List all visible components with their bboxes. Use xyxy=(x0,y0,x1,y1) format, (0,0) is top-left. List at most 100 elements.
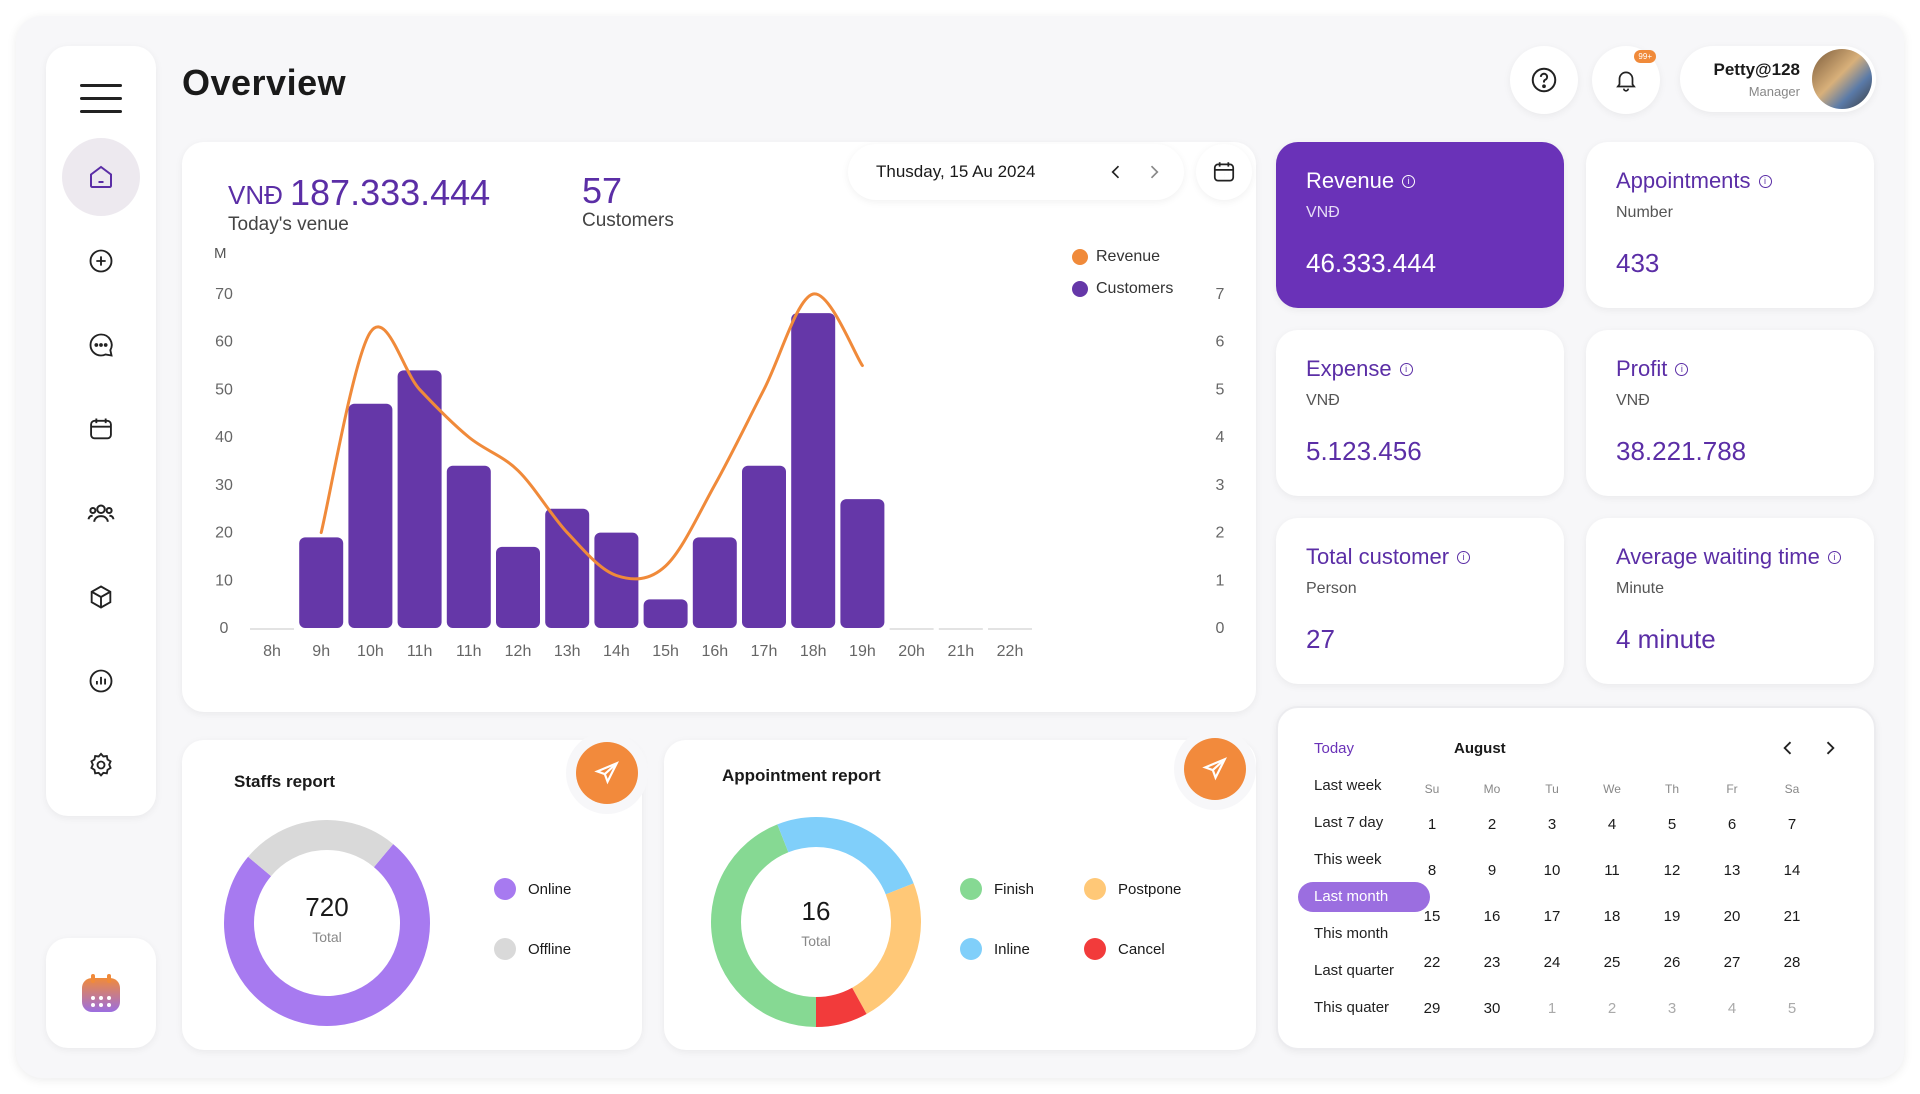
calendar-day[interactable]: 30 xyxy=(1483,1000,1501,1017)
stat-card-profit[interactable]: Profit i VNĐ 38.221.788 xyxy=(1586,330,1874,496)
help-button[interactable] xyxy=(1510,46,1578,114)
calendar-day[interactable]: 3 xyxy=(1667,1000,1677,1017)
legend-customers: Customers xyxy=(1072,280,1173,298)
sidebar-item-chat[interactable] xyxy=(62,306,140,384)
sidebar-item-reports[interactable] xyxy=(62,642,140,720)
box-icon xyxy=(90,585,112,609)
app-logo-button[interactable] xyxy=(46,938,156,1048)
stat-card-expense[interactable]: Expense i VNĐ 5.123.456 xyxy=(1276,330,1564,496)
calendar-day[interactable]: 23 xyxy=(1483,954,1501,971)
stat-card-revenue[interactable]: Revenue i VNĐ 46.333.444 xyxy=(1276,142,1564,308)
prev-date-icon[interactable] xyxy=(1106,162,1126,182)
date-navigator: Thusday, 15 Au 2024 xyxy=(848,144,1184,200)
calendar-button[interactable] xyxy=(1196,144,1252,200)
calendar-day[interactable]: 22 xyxy=(1423,954,1441,971)
calendar-day[interactable]: 17 xyxy=(1543,908,1561,925)
calendar-day[interactable]: 1 xyxy=(1547,1000,1557,1017)
calendar-day[interactable]: 24 xyxy=(1543,954,1561,971)
next-month-icon[interactable] xyxy=(1820,738,1840,758)
stat-title: Average waiting time xyxy=(1616,544,1820,569)
sidebar-item-settings[interactable] xyxy=(62,726,140,804)
info-icon[interactable]: i xyxy=(1675,362,1689,376)
calendar-day[interactable]: 12 xyxy=(1663,862,1681,879)
preset-this-quater[interactable]: This quater xyxy=(1314,999,1390,1016)
calendar-day[interactable]: 3 xyxy=(1547,816,1557,833)
user-menu[interactable]: Petty@128 Manager xyxy=(1680,46,1876,112)
info-icon[interactable]: i xyxy=(1457,550,1471,564)
calendar-day[interactable]: 26 xyxy=(1663,954,1681,971)
y-tick-left: 0 xyxy=(220,620,229,637)
calendar-day[interactable]: 15 xyxy=(1423,908,1441,925)
menu-icon[interactable] xyxy=(80,84,122,114)
preset-last-week[interactable]: Last week xyxy=(1314,777,1382,794)
calendar-day[interactable]: 5 xyxy=(1667,816,1677,833)
legend-postpone-label: Postpone xyxy=(1118,880,1182,898)
calendar-day[interactable]: 2 xyxy=(1607,1000,1617,1017)
sidebar-item-add[interactable] xyxy=(62,222,140,300)
customers-bar xyxy=(348,403,393,628)
notification-badge: 99+ xyxy=(1634,50,1656,63)
next-date-icon[interactable] xyxy=(1144,162,1164,182)
legend-offline: Offline xyxy=(494,938,571,960)
y-tick-left: 70 xyxy=(215,286,233,303)
calendar-day[interactable]: 19 xyxy=(1663,908,1681,925)
notifications-button[interactable]: 99+ xyxy=(1592,46,1660,114)
stat-sub: Minute xyxy=(1616,580,1665,597)
calendar-day[interactable]: 10 xyxy=(1543,862,1561,879)
preset-today[interactable]: Today xyxy=(1314,740,1355,757)
prev-month-icon[interactable] xyxy=(1778,738,1798,758)
calendar-day[interactable]: 29 xyxy=(1423,1000,1441,1017)
preset-this-week[interactable]: This week xyxy=(1314,851,1382,868)
sidebar-item-products[interactable] xyxy=(62,558,140,636)
weekday-label: Su xyxy=(1424,782,1440,796)
calendar-day[interactable]: 7 xyxy=(1787,816,1797,833)
info-icon[interactable]: i xyxy=(1758,174,1772,188)
calendar-day[interactable]: 9 xyxy=(1487,862,1497,879)
info-icon[interactable]: i xyxy=(1827,550,1841,564)
preset-last-month[interactable]: Last month xyxy=(1298,882,1430,912)
customers-bar xyxy=(446,465,491,628)
calendar-day[interactable]: 8 xyxy=(1427,862,1437,879)
info-icon[interactable]: i xyxy=(1402,174,1416,188)
sidebar-item-home[interactable] xyxy=(62,138,140,216)
calendar-day[interactable]: 6 xyxy=(1727,816,1737,833)
preset-this-month[interactable]: This month xyxy=(1314,925,1389,942)
calendar-day[interactable]: 4 xyxy=(1727,1000,1737,1017)
stat-card-appointments[interactable]: Appointments i Number 433 xyxy=(1586,142,1874,308)
calendar-day[interactable]: 18 xyxy=(1603,908,1621,925)
calendar-day[interactable]: 28 xyxy=(1783,954,1801,971)
info-icon[interactable]: i xyxy=(1399,362,1413,376)
stat-sub: VNĐ xyxy=(1616,392,1650,409)
stat-card-waiting-time[interactable]: Average waiting time i Minute 4 minute xyxy=(1586,518,1874,684)
preset-last-7-day[interactable]: Last 7 day xyxy=(1314,814,1384,831)
weekday-label: Tu xyxy=(1545,782,1559,796)
venue-currency: VNĐ xyxy=(228,180,283,210)
donut-segment xyxy=(851,883,921,1015)
appointment-send-button[interactable] xyxy=(1184,738,1246,800)
calendar-day[interactable]: 14 xyxy=(1783,862,1801,879)
revenue-line xyxy=(319,292,864,581)
stat-value: 27 xyxy=(1306,624,1335,654)
calendar-day[interactable]: 25 xyxy=(1603,954,1621,971)
calendar-day[interactable]: 21 xyxy=(1783,908,1801,925)
calendar-day[interactable]: 27 xyxy=(1723,954,1741,971)
calendar-day[interactable]: 4 xyxy=(1607,816,1617,833)
preset-last-quarter[interactable]: Last quarter xyxy=(1314,962,1395,979)
calendar-day[interactable]: 20 xyxy=(1723,908,1741,925)
calendar-day[interactable]: 2 xyxy=(1487,816,1497,833)
stat-card-total-customer[interactable]: Total customer i Person 27 xyxy=(1276,518,1564,684)
donut-segment xyxy=(248,820,394,877)
legend-revenue-swatch xyxy=(1072,249,1088,265)
bell-icon xyxy=(1616,71,1636,92)
calendar-day[interactable]: 1 xyxy=(1427,816,1437,833)
stat-title: Revenue xyxy=(1306,168,1395,193)
stat-sub: VNĐ xyxy=(1306,392,1340,409)
calendar-day[interactable]: 11 xyxy=(1604,862,1620,879)
calendar-day[interactable]: 16 xyxy=(1483,908,1501,925)
sidebar-item-calendar[interactable] xyxy=(62,390,140,468)
sidebar-item-users[interactable] xyxy=(62,474,140,552)
calendar-day[interactable]: 13 xyxy=(1723,862,1741,879)
home-icon xyxy=(90,165,112,188)
calendar-day[interactable]: 5 xyxy=(1787,1000,1797,1017)
staffs-send-button[interactable] xyxy=(576,742,638,804)
